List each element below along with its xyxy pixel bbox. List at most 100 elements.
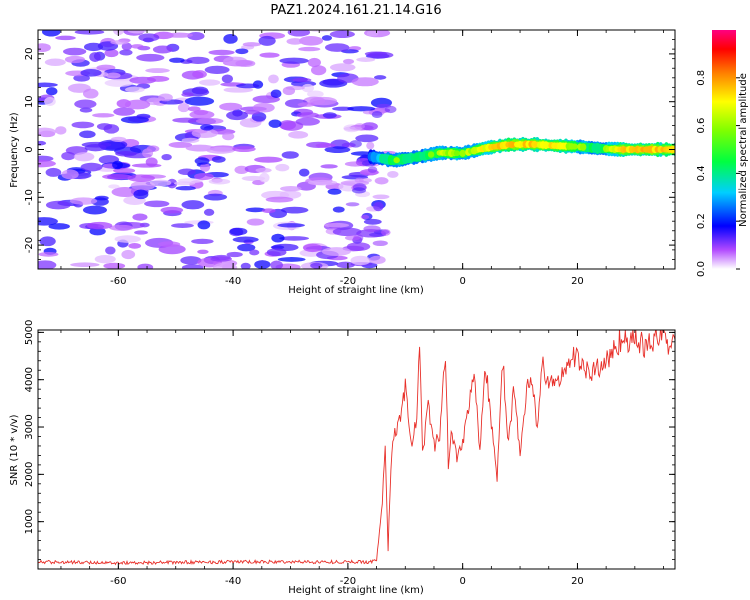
noise-blob [114,235,141,243]
noise-blob [310,262,323,269]
noise-blob [372,240,388,247]
noise-blob [191,238,214,244]
noise-blob [297,102,316,107]
noise-blob [39,236,56,247]
spectrogram-x-tick-label: -40 [225,276,241,287]
noise-blob [298,168,310,177]
noise-blob [367,51,394,59]
spectrogram-heatmap [38,30,675,269]
noise-blob [329,63,356,72]
noise-blob [199,162,211,172]
noise-blob [366,141,375,150]
noise-blob [160,206,184,214]
noise-blob [206,147,236,154]
noise-blob [136,53,165,62]
noise-blob [242,42,262,47]
noise-blob [191,128,218,139]
noise-blob [82,88,99,99]
noise-blob [354,123,365,130]
snr-x-tick-label: -40 [225,576,241,587]
noise-blob [152,45,173,54]
noise-blob [131,163,162,168]
noise-blob [261,208,276,214]
noise-blob [169,57,185,63]
noise-blob [347,106,376,112]
noise-blob [173,181,196,186]
spectrogram-y-label: Frequency (Hz) [9,112,20,188]
noise-blob [277,257,306,262]
noise-blob [106,72,121,79]
noise-blob [265,196,294,203]
noise-blob [130,44,144,49]
colorbar-label: Normalized spectral amplitude [738,73,749,227]
noise-blob [161,153,172,161]
noise-blob [74,99,97,109]
noise-blob [210,256,232,262]
spectrogram-x-tick-label: -60 [110,276,126,287]
noise-blob [234,165,249,175]
noise-blob [329,30,355,38]
noise-blob [138,33,160,42]
noise-blob [235,59,256,68]
noise-blob [62,47,87,56]
noise-blob [45,167,62,177]
spectrogram-x-tick-label: -20 [340,276,356,287]
noise-blob [195,117,224,125]
noise-blob [361,122,378,131]
noise-blob [55,35,76,41]
noise-blob [288,131,309,139]
snr-x-tick-label: 0 [459,576,465,587]
noise-blob [362,110,375,115]
noise-blob [192,70,207,79]
noise-blob [244,110,261,115]
noise-blob [223,33,238,44]
noise-blob [121,42,132,51]
noise-blob [145,68,170,74]
noise-blob [240,262,251,269]
spectrogram-y-tick-label: 0 [24,146,35,152]
snr-y-tick-label: 5000 [24,320,35,345]
noise-blob [301,83,314,93]
noise-blob [246,218,265,226]
noise-blob [307,179,338,186]
noise-blob [89,52,101,62]
noise-blob [181,200,205,210]
noise-blob [84,143,107,152]
noise-blob [259,52,280,58]
noise-blob [381,229,391,236]
noise-blob [351,77,379,87]
signal-ridge-cell [459,149,466,157]
noise-blob [125,86,145,93]
noise-blob [307,90,324,98]
noise-blob [177,103,190,113]
noise-blob [38,217,58,226]
noise-blob [320,164,338,169]
noise-blob [332,206,345,213]
noise-blob [61,169,79,180]
noise-blob [105,246,116,255]
spectrogram-x-tick-label: 0 [459,276,465,287]
noise-blob [349,140,362,148]
noise-blob [280,185,302,192]
noise-blob [360,214,370,220]
noise-blob [103,124,120,134]
noise-blob [223,87,254,93]
noise-blob [48,223,70,230]
noise-blob [199,79,221,86]
spectrogram-x-label: Height of straight line (km) [288,285,424,296]
spectrogram-panel: -60 -40 -20 0 20 -20 -10 0 10 20 Height of straig… [9,29,676,296]
noise-blob [128,242,142,249]
noise-blob [332,227,362,237]
noise-blob [367,166,378,173]
snr-x-tick-label: -60 [110,576,126,587]
noise-blob [373,201,384,212]
noise-blob [133,189,149,200]
noise-blob [344,235,361,241]
noise-blob [127,174,155,182]
noise-blob [345,202,360,207]
noise-blob [111,187,139,197]
noise-blob [92,113,115,118]
noise-blob [61,151,76,161]
noise-blob [271,233,285,243]
snr-y-label: SNR (10 * v/v) [9,414,20,485]
